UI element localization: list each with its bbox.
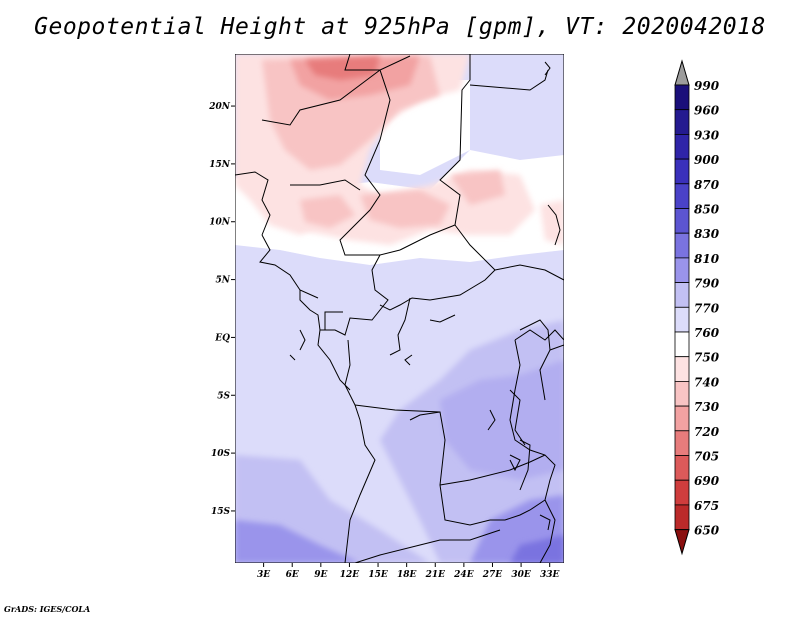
colorbar-swatch bbox=[674, 380, 690, 407]
colorbar-label: 730 bbox=[694, 400, 720, 414]
colorbar-swatch bbox=[674, 84, 690, 111]
colorbar-label: 720 bbox=[694, 425, 720, 439]
colorbar-swatch bbox=[674, 430, 690, 456]
colorbar-label: 930 bbox=[694, 128, 720, 142]
colorbar-swatch bbox=[674, 109, 690, 135]
lon-label: 15E bbox=[368, 570, 388, 580]
colorbar-swatch bbox=[674, 257, 690, 283]
lon-label: 21E bbox=[425, 570, 446, 580]
lat-label: 10S bbox=[211, 449, 231, 459]
lon-label: 30E bbox=[511, 570, 531, 580]
lon-label: 24E bbox=[453, 570, 474, 580]
colorbar-swatch bbox=[674, 455, 690, 481]
colorbar-swatch bbox=[674, 331, 690, 358]
lat-label: 20N bbox=[208, 102, 231, 112]
colorbar-label: 650 bbox=[694, 524, 720, 538]
colorbar-swatch bbox=[674, 405, 690, 432]
country-borders bbox=[235, 54, 564, 563]
grads-credit: GrADS: IGES/COLA bbox=[4, 604, 91, 614]
chart-title: Geopotential Height at 925hPa [gpm], VT:… bbox=[34, 14, 766, 40]
colorbar-label: 760 bbox=[694, 326, 720, 340]
colorbar: 990 960 930 900 870 850 830 810 790 770 760 750 740 7… bbox=[674, 59, 720, 556]
colorbar-label: 810 bbox=[694, 252, 720, 266]
colorbar-label: 960 bbox=[694, 104, 720, 118]
colorbar-swatch bbox=[674, 232, 690, 259]
colorbar-swatch bbox=[674, 183, 690, 209]
latitude-axis: 20N 15N 10N 5N EQ 5S 10S 15S bbox=[208, 102, 235, 517]
lon-label: 12E bbox=[340, 570, 360, 580]
lon-label: 18E bbox=[397, 570, 417, 580]
lat-label: EQ bbox=[214, 333, 230, 343]
colorbar-swatch bbox=[674, 479, 690, 506]
colorbar-swatch bbox=[674, 158, 690, 185]
lat-label: 5S bbox=[217, 391, 230, 401]
colorbar-swatch bbox=[674, 504, 690, 530]
colorbar-label: 750 bbox=[694, 351, 720, 365]
lat-label: 15N bbox=[209, 160, 231, 170]
colorbar-label: 790 bbox=[694, 277, 720, 291]
colorbar-label: 675 bbox=[694, 499, 719, 513]
lon-label: 6E bbox=[286, 570, 299, 580]
lat-label: 5N bbox=[216, 276, 231, 286]
colorbar-label: 990 bbox=[694, 79, 720, 93]
colorbar-swatch bbox=[674, 282, 690, 308]
colorbar-label: 705 bbox=[694, 450, 719, 464]
longitude-axis: 3E 6E 9E 12E 15E 18E 21E 24E 27E 30E 33E bbox=[257, 563, 560, 580]
lon-label: 33E bbox=[540, 570, 560, 580]
colorbar-label: 850 bbox=[694, 203, 720, 217]
colorbar-top-arrow bbox=[674, 59, 690, 86]
colorbar-label: 830 bbox=[694, 227, 720, 241]
colorbar-label: 900 bbox=[694, 153, 720, 167]
colorbar-swatch bbox=[674, 306, 690, 333]
colorbar-swatch bbox=[674, 133, 690, 160]
lat-label: 15S bbox=[211, 507, 231, 517]
colorbar-label: 690 bbox=[694, 474, 720, 488]
colorbar-label: 740 bbox=[694, 375, 720, 389]
height-field bbox=[235, 54, 564, 563]
colorbar-label: 770 bbox=[694, 301, 720, 315]
lat-label: 10N bbox=[209, 218, 231, 228]
lon-label: 9E bbox=[314, 570, 327, 580]
colorbar-swatch bbox=[674, 208, 690, 234]
lon-label: 3E bbox=[257, 570, 270, 580]
colorbar-swatch bbox=[674, 356, 690, 382]
colorbar-bottom-arrow bbox=[674, 529, 690, 556]
colorbar-label: 870 bbox=[694, 178, 720, 192]
lon-label: 27E bbox=[482, 570, 503, 580]
